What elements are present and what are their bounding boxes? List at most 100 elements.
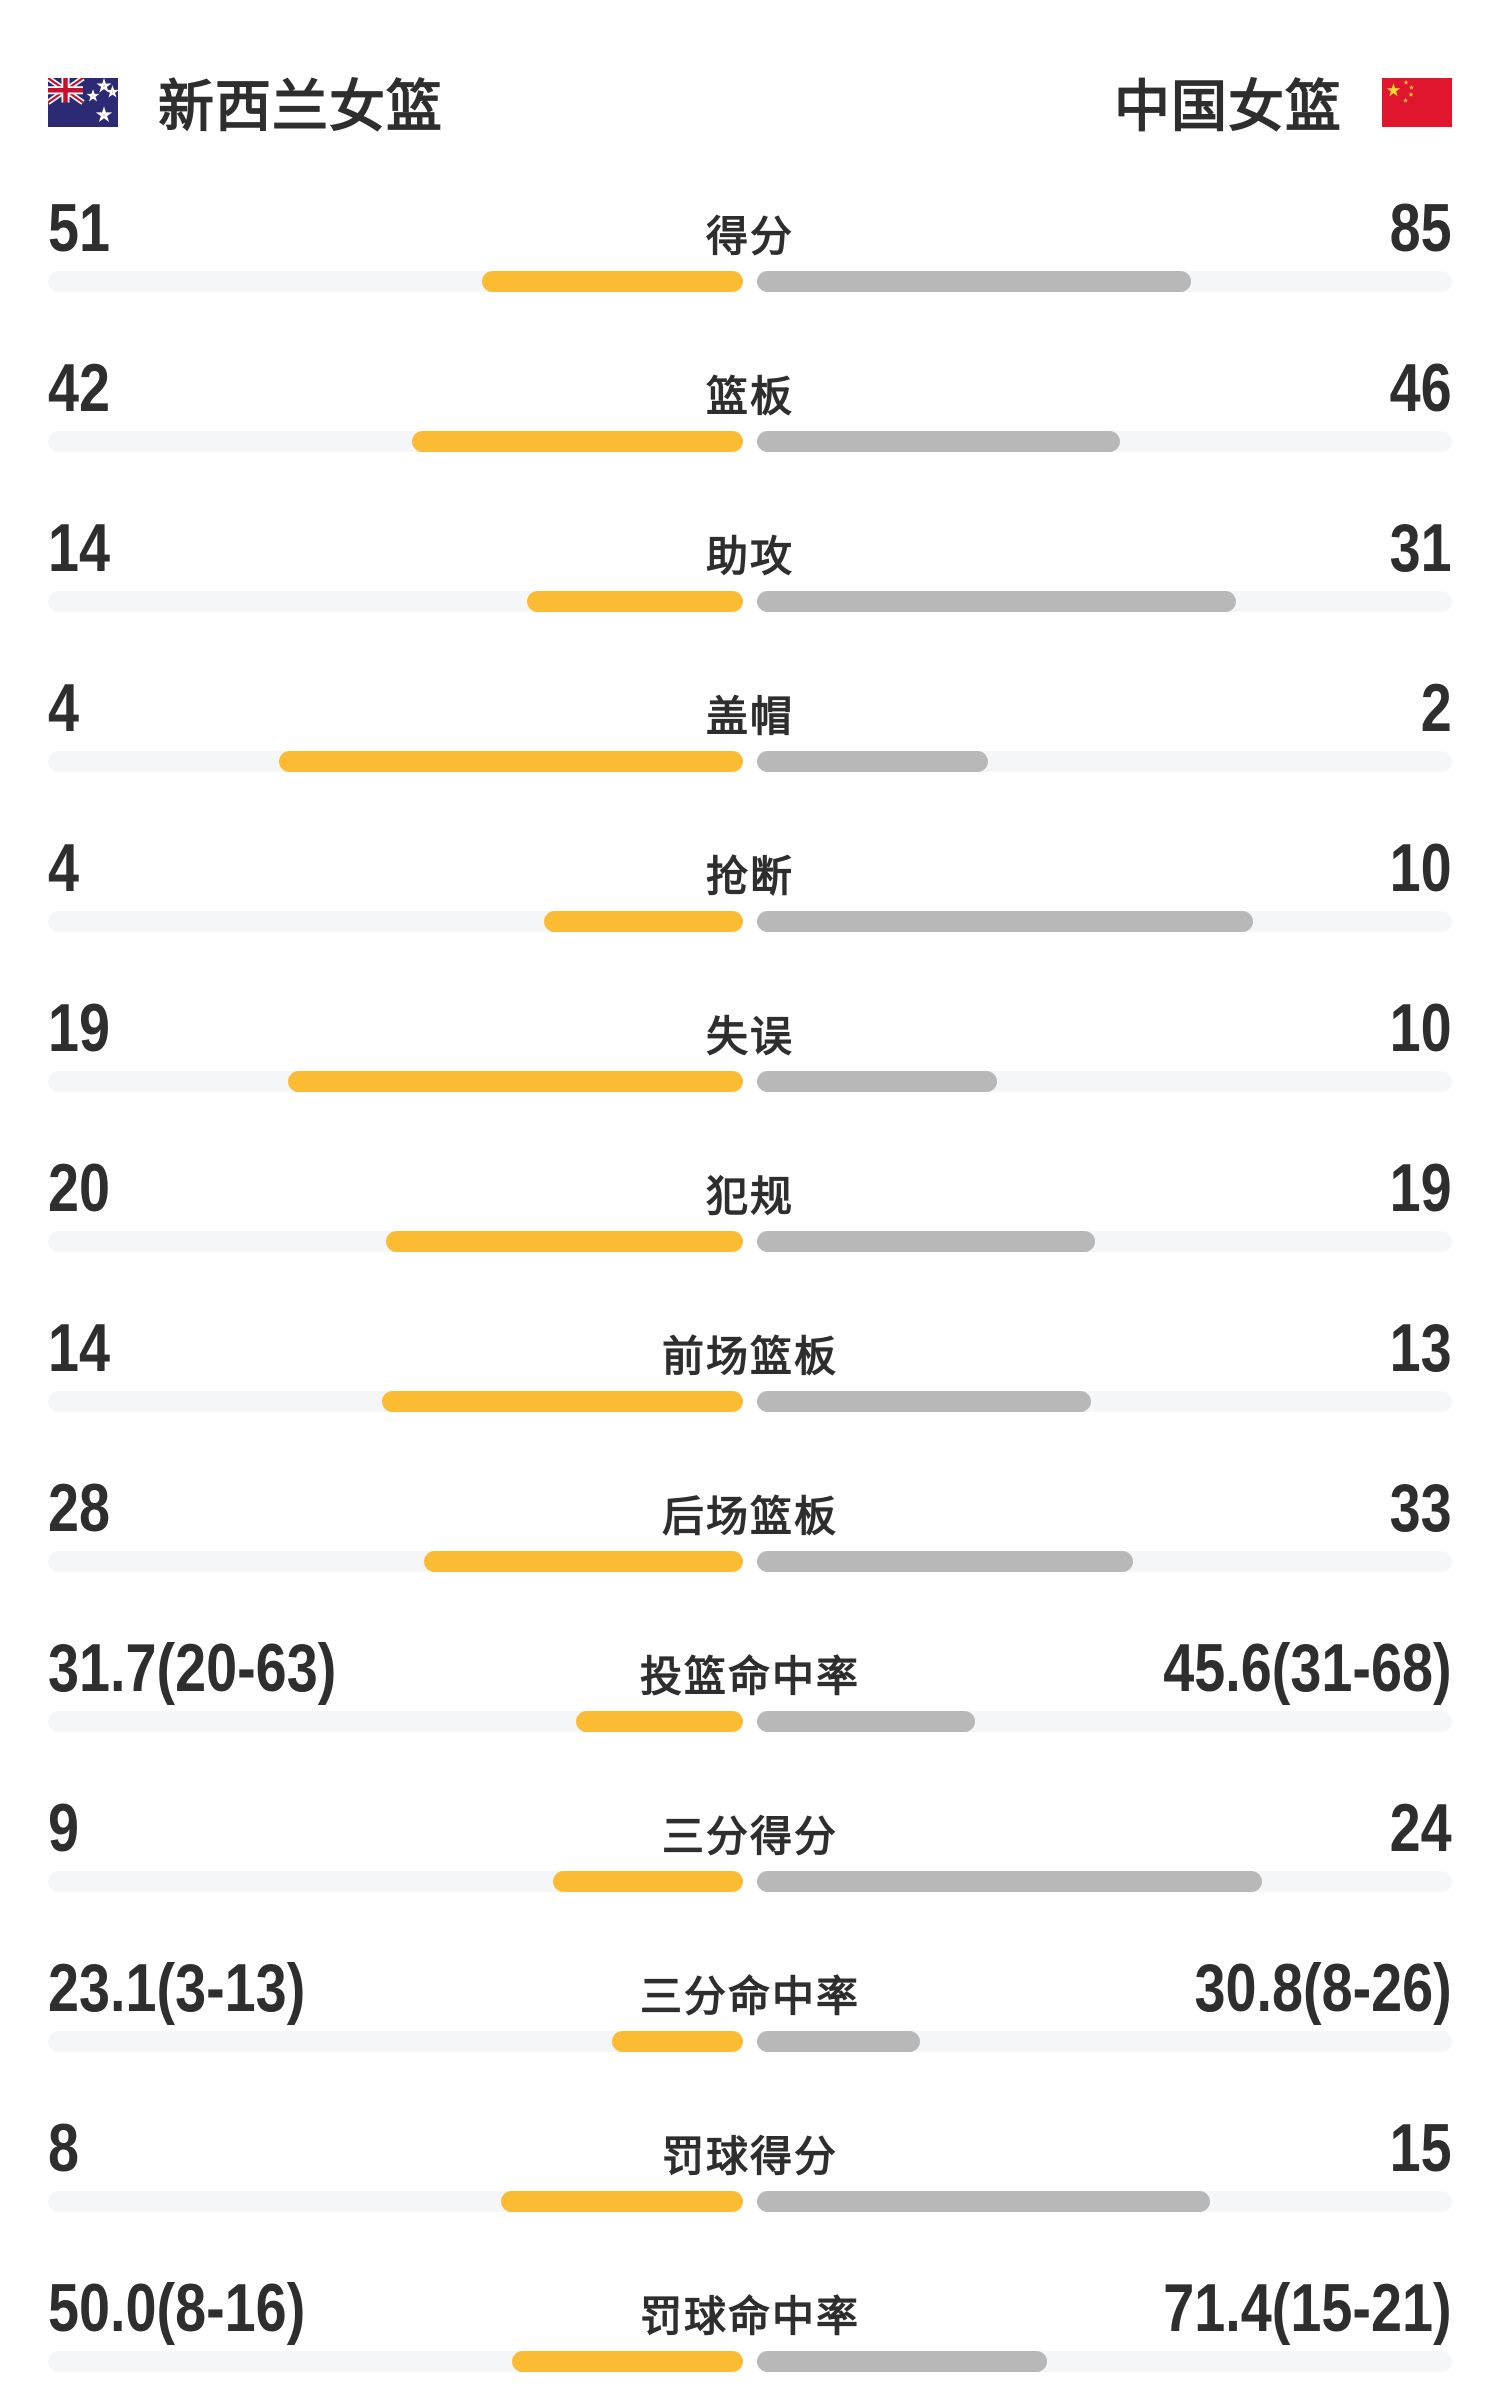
stat-value-left: 28 bbox=[48, 1470, 111, 1546]
bar-fill-right bbox=[757, 591, 1236, 612]
stat-value-left: 19 bbox=[48, 990, 111, 1066]
stat-value-left: 23.1(3-13) bbox=[48, 1950, 306, 2026]
stat-row: 51 得分 85 bbox=[48, 160, 1452, 320]
stat-row-text: 4 抢断 10 bbox=[48, 834, 1452, 902]
stat-bars bbox=[48, 2031, 1452, 2052]
stat-row: 19 失误 10 bbox=[48, 960, 1452, 1120]
bar-track-left bbox=[48, 2031, 743, 2052]
stat-value-left: 14 bbox=[48, 1310, 111, 1386]
bar-fill-right bbox=[757, 1071, 997, 1092]
stat-bars bbox=[48, 2191, 1452, 2212]
stat-value-right: 33 bbox=[1389, 1470, 1453, 1546]
bar-fill-right bbox=[757, 2031, 921, 2052]
stat-label: 前场篮板 bbox=[662, 1333, 839, 1380]
stat-row: 4 盖帽 2 bbox=[48, 640, 1452, 800]
bar-fill-left bbox=[553, 1871, 743, 1892]
bar-fill-right bbox=[757, 431, 1121, 452]
bar-fill-left bbox=[424, 1551, 743, 1572]
stat-value-left: 9 bbox=[48, 1790, 80, 1866]
stat-value-right: 85 bbox=[1389, 190, 1453, 266]
stat-label: 抢断 bbox=[706, 853, 795, 900]
stat-bars bbox=[48, 1231, 1452, 1252]
stat-value-right: 10 bbox=[1389, 830, 1453, 906]
stat-row-text: 28 后场篮板 33 bbox=[48, 1474, 1452, 1542]
stat-value-left: 31.7(20-63) bbox=[48, 1630, 337, 1706]
stat-bars bbox=[48, 431, 1452, 452]
bar-fill-right bbox=[757, 1231, 1096, 1252]
stat-bars bbox=[48, 2351, 1452, 2372]
stat-row: 50.0(8-16) 罚球命中率 71.4(15-21) bbox=[48, 2240, 1452, 2400]
bar-fill-left bbox=[575, 1711, 743, 1732]
stat-row-text: 51 得分 85 bbox=[48, 194, 1452, 262]
team-right-name: 中国女篮 bbox=[1114, 74, 1342, 138]
stat-row-text: 31.7(20-63) 投篮命中率 45.6(31-68) bbox=[48, 1634, 1452, 1702]
stat-label: 犯规 bbox=[706, 1173, 795, 1220]
stat-label: 得分 bbox=[706, 213, 795, 260]
stat-row-text: 14 助攻 31 bbox=[48, 514, 1452, 582]
bar-fill-right bbox=[757, 2191, 1211, 2212]
team-right: 中国女篮 bbox=[1114, 62, 1452, 143]
stat-bars bbox=[48, 591, 1452, 612]
stat-row: 8 罚球得分 15 bbox=[48, 2080, 1452, 2240]
stat-value-right: 46 bbox=[1389, 350, 1453, 426]
bar-fill-right bbox=[757, 2351, 1047, 2372]
bar-track-left bbox=[48, 1711, 743, 1732]
stat-row: 9 三分得分 24 bbox=[48, 1760, 1452, 1920]
bar-fill-left bbox=[526, 591, 743, 612]
stat-bars bbox=[48, 751, 1452, 772]
stat-value-left: 8 bbox=[48, 2110, 80, 2186]
stat-bars bbox=[48, 1871, 1452, 1892]
bar-fill-left bbox=[511, 2351, 743, 2372]
stat-row: 14 助攻 31 bbox=[48, 480, 1452, 640]
stat-value-left: 42 bbox=[48, 350, 111, 426]
stat-label: 盖帽 bbox=[706, 693, 795, 740]
stat-bars bbox=[48, 1551, 1452, 1572]
stat-row: 31.7(20-63) 投篮命中率 45.6(31-68) bbox=[48, 1600, 1452, 1760]
stat-value-left: 20 bbox=[48, 1150, 111, 1226]
stat-bars bbox=[48, 1391, 1452, 1412]
new-zealand-flag-icon bbox=[48, 77, 118, 127]
stat-value-right: 24 bbox=[1389, 1790, 1453, 1866]
team-left: 新西兰女篮 bbox=[48, 62, 443, 143]
stat-row-text: 23.1(3-13) 三分命中率 30.8(8-26) bbox=[48, 1954, 1452, 2022]
stats-list: 51 得分 85 42 篮板 46 bbox=[48, 160, 1452, 2400]
stat-value-right: 19 bbox=[1389, 1150, 1453, 1226]
stat-row-text: 14 前场篮板 13 bbox=[48, 1314, 1452, 1382]
stat-bars bbox=[48, 271, 1452, 292]
bar-fill-right bbox=[757, 911, 1254, 932]
china-flag-icon bbox=[1382, 77, 1452, 127]
bar-fill-right bbox=[757, 1711, 975, 1732]
stat-bars bbox=[48, 911, 1452, 932]
bar-fill-left bbox=[612, 2031, 743, 2052]
stat-row: 20 犯规 19 bbox=[48, 1120, 1452, 1280]
bar-fill-right bbox=[757, 271, 1192, 292]
stat-value-right: 45.6(31-68) bbox=[1163, 1630, 1453, 1706]
bar-track-right bbox=[757, 2031, 1452, 2052]
bar-fill-right bbox=[757, 1551, 1133, 1572]
stat-label: 篮板 bbox=[706, 373, 795, 420]
stat-value-left: 4 bbox=[48, 830, 80, 906]
stat-row-text: 4 盖帽 2 bbox=[48, 674, 1452, 742]
bar-fill-right bbox=[757, 1871, 1263, 1892]
stat-label: 失误 bbox=[706, 1013, 795, 1060]
stat-row: 14 前场篮板 13 bbox=[48, 1280, 1452, 1440]
bar-fill-left bbox=[287, 1071, 743, 1092]
stat-row: 4 抢断 10 bbox=[48, 800, 1452, 960]
bar-fill-left bbox=[501, 2191, 743, 2212]
stat-value-right: 15 bbox=[1389, 2110, 1453, 2186]
bar-fill-right bbox=[757, 1391, 1092, 1412]
stat-value-left: 50.0(8-16) bbox=[48, 2270, 306, 2346]
stat-label: 三分命中率 bbox=[640, 1973, 861, 2020]
stat-label: 助攻 bbox=[706, 533, 795, 580]
stat-row: 28 后场篮板 33 bbox=[48, 1440, 1452, 1600]
stat-row-text: 9 三分得分 24 bbox=[48, 1794, 1452, 1862]
stat-value-right: 30.8(8-26) bbox=[1194, 1950, 1453, 2026]
stat-row: 42 篮板 46 bbox=[48, 320, 1452, 480]
bar-fill-left bbox=[411, 431, 743, 452]
stat-row-text: 8 罚球得分 15 bbox=[48, 2114, 1452, 2182]
stat-label: 罚球命中率 bbox=[640, 2293, 861, 2340]
bar-fill-left bbox=[482, 271, 743, 292]
stat-label: 三分得分 bbox=[662, 1813, 839, 1860]
stat-label: 罚球得分 bbox=[662, 2133, 839, 2180]
